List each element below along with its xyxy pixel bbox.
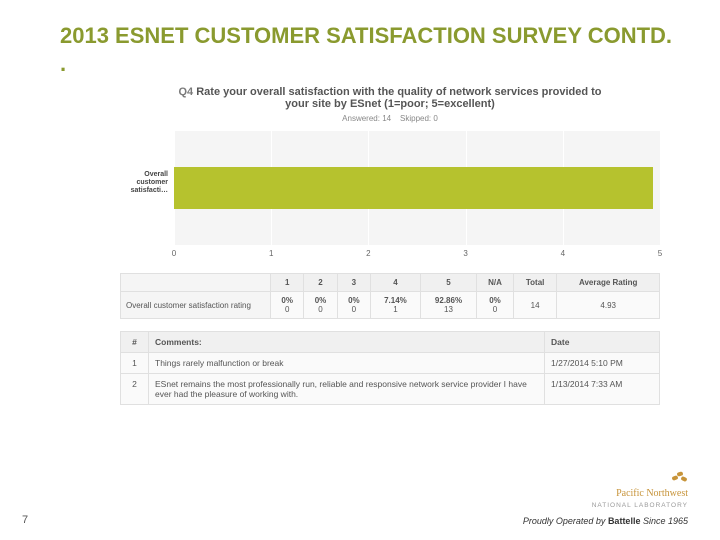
comment-row: 1Things rarely malfunction or break1/27/… <box>121 353 660 374</box>
logo-mark-icon <box>672 470 688 484</box>
col-5: 5 <box>420 274 476 292</box>
cell-avg: 4.93 <box>557 292 660 319</box>
skipped-count: 0 <box>433 114 437 123</box>
breakdown-table: 1 2 3 4 5 N/A Total Average Rating Overa… <box>120 273 660 319</box>
col-na: N/A <box>477 274 514 292</box>
tagline-prefix: Proudly Operated by <box>523 516 608 526</box>
chart-xtick: 3 <box>463 249 467 258</box>
chart-xtick: 0 <box>172 249 176 258</box>
chart: Overall customer satisfacti… 012345 <box>152 131 660 261</box>
comment-date: 1/27/2014 5:10 PM <box>545 353 660 374</box>
answered-count: 14 <box>382 114 391 123</box>
comment-row: 2ESnet remains the most professionally r… <box>121 374 660 405</box>
cell-1: 0%0 <box>271 292 304 319</box>
answered-label: Answered: <box>342 114 380 123</box>
skipped-label: Skipped: <box>400 114 431 123</box>
table-header-row: 1 2 3 4 5 N/A Total Average Rating <box>121 274 660 292</box>
comment-text: Things rarely malfunction or break <box>149 353 545 374</box>
page-number: 7 <box>22 514 28 526</box>
chart-xtick: 1 <box>269 249 273 258</box>
comment-num: 1 <box>121 353 149 374</box>
question-title: Q4 Rate your overall satisfaction with t… <box>120 86 660 114</box>
cell-4: 7.14%1 <box>371 292 421 319</box>
comment-text: ESnet remains the most professionally ru… <box>149 374 545 405</box>
chart-xaxis: 0 1 2 3 4 5 <box>174 249 660 261</box>
row-label: Overall customer satisfaction rating <box>121 292 271 319</box>
pnnl-logo: Pacific Northwest NATIONAL LABORATORY <box>592 470 688 510</box>
comment-date: 1/13/2014 7:33 AM <box>545 374 660 405</box>
cell-na: 0%0 <box>477 292 514 319</box>
chart-xtick: 5 <box>658 249 662 258</box>
chart-gridline <box>660 131 661 245</box>
org-sub: NATIONAL LABORATORY <box>592 502 688 509</box>
chart-ylabel: Overall customer satisfacti… <box>124 171 168 195</box>
col-2: 2 <box>304 274 337 292</box>
tagline-suffix: Since 1965 <box>640 516 688 526</box>
blank-corner <box>121 274 271 292</box>
tagline: Proudly Operated by Battelle Since 1965 <box>523 516 688 526</box>
cell-total: 14 <box>513 292 557 319</box>
slide-title: 2013 ESNET CUSTOMER SATISFACTION SURVEY … <box>60 22 680 77</box>
question-prefix: Q4 <box>178 86 193 98</box>
comment-num: 2 <box>121 374 149 405</box>
comments-header-row: # Comments: Date <box>121 332 660 353</box>
cell-3: 0%0 <box>337 292 370 319</box>
col-1: 1 <box>271 274 304 292</box>
col-4: 4 <box>371 274 421 292</box>
comments-col-date: Date <box>545 332 660 353</box>
col-total: Total <box>513 274 557 292</box>
chart-xtick: 4 <box>561 249 565 258</box>
content-area: Q4 Rate your overall satisfaction with t… <box>120 86 660 405</box>
tagline-org: Battelle <box>608 516 641 526</box>
col-avg: Average Rating <box>557 274 660 292</box>
chart-bar <box>174 167 653 209</box>
slide-title-text: 2013 ESNET CUSTOMER SATISFACTION SURVEY … <box>60 23 672 76</box>
chart-xtick: 2 <box>366 249 370 258</box>
table-row: Overall customer satisfaction rating 0%0… <box>121 292 660 319</box>
comments-table: # Comments: Date 1Things rarely malfunct… <box>120 331 660 405</box>
comments-col-text: Comments: <box>149 332 545 353</box>
org-name: Pacific Northwest <box>616 488 688 499</box>
answered-skipped-line: Answered: 14 Skipped: 0 <box>120 114 660 123</box>
chart-plot <box>174 131 660 245</box>
question-text: Rate your overall satisfaction with the … <box>196 86 601 110</box>
col-3: 3 <box>337 274 370 292</box>
cell-5: 92.86%13 <box>420 292 476 319</box>
comments-col-num: # <box>121 332 149 353</box>
footer: 7 Pacific Northwest NATIONAL LABORATORY … <box>0 480 708 532</box>
cell-2: 0%0 <box>304 292 337 319</box>
